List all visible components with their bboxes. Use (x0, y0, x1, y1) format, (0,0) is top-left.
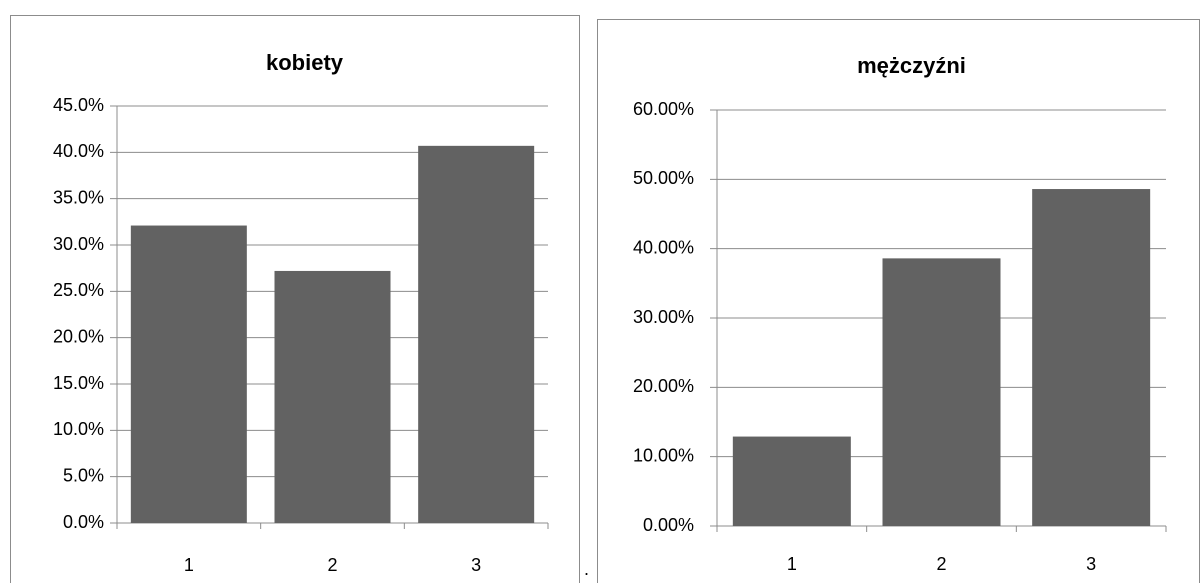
y-tick-label: 0.00% (643, 515, 694, 535)
y-tick-label: 25.0% (53, 280, 104, 300)
x-category-label: 3 (471, 555, 481, 575)
chart-mezczyzni: mężczyźni 0.00% 10.00% 20.00% 30.00% 40.00% 50… (597, 19, 1200, 583)
y-tick-label: 60.00% (633, 99, 694, 119)
y-tick-label: 40.00% (633, 237, 694, 257)
y-tick-label: 5.0% (63, 465, 104, 485)
y-tick-label: 30.0% (53, 234, 104, 254)
bar-2 (274, 270, 391, 523)
bar-2 (882, 258, 1001, 526)
x-category-label: 2 (936, 554, 946, 574)
bar-1 (732, 436, 851, 526)
x-category-label: 1 (184, 555, 194, 575)
separator-dot: . (584, 559, 590, 579)
y-tick-label: 10.00% (633, 445, 694, 465)
y-tick-label: 20.0% (53, 326, 104, 346)
y-tick-label: 15.0% (53, 373, 104, 393)
x-category-label: 2 (327, 555, 337, 575)
y-tick-label: 20.00% (633, 376, 694, 396)
y-tick-label: 45.0% (53, 95, 104, 115)
x-category-label: 3 (1086, 554, 1096, 574)
bar-3 (418, 145, 535, 523)
x-category-label: 1 (787, 554, 797, 574)
y-tick-label: 50.00% (633, 168, 694, 188)
y-tick-label: 40.0% (53, 141, 104, 161)
bar-1 (130, 225, 247, 524)
bar-3 (1032, 189, 1151, 527)
chart-title: mężczyźni (857, 53, 966, 78)
y-tick-label: 0.0% (63, 512, 104, 532)
y-tick-label: 35.0% (53, 187, 104, 207)
y-tick-label: 10.0% (53, 419, 104, 439)
y-tick-label: 30.00% (633, 307, 694, 327)
chart-kobiety: kobiety 0.0% 5.0% 10.0% 15.0% 20.0% 25.0% 30.0%… (10, 15, 580, 583)
chart-title: kobiety (266, 50, 344, 75)
